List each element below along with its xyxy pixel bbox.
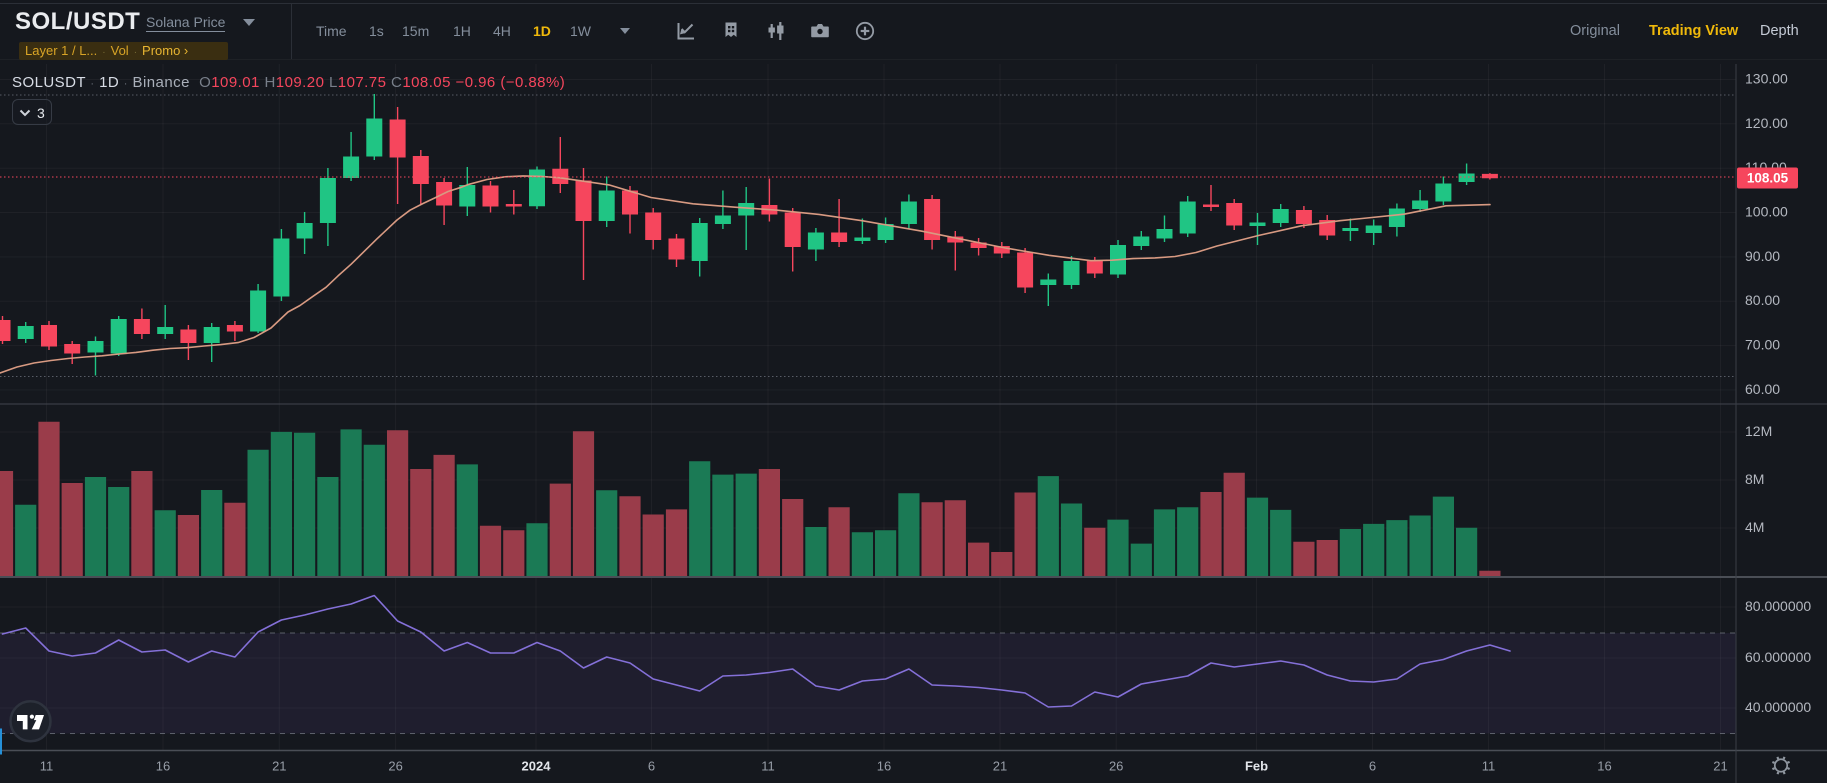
svg-text:130.00: 130.00: [1745, 71, 1788, 87]
svg-text:100.00: 100.00: [1745, 204, 1788, 220]
svg-text:11: 11: [40, 759, 54, 774]
svg-text:26: 26: [1109, 759, 1123, 774]
svg-text:70.00: 70.00: [1745, 337, 1780, 353]
svg-text:11: 11: [1482, 759, 1496, 774]
svg-text:4M: 4M: [1745, 519, 1764, 535]
svg-text:108.05: 108.05: [1747, 171, 1789, 186]
svg-text:8M: 8M: [1745, 471, 1764, 487]
svg-text:2024: 2024: [522, 759, 552, 774]
svg-text:60.000000: 60.000000: [1745, 649, 1811, 665]
svg-text:12M: 12M: [1745, 423, 1772, 439]
svg-text:16: 16: [156, 759, 170, 774]
svg-text:21: 21: [272, 759, 286, 774]
svg-text:6: 6: [1369, 759, 1376, 774]
svg-text:80.000000: 80.000000: [1745, 598, 1811, 614]
svg-text:21: 21: [1713, 759, 1727, 774]
svg-text:120.00: 120.00: [1745, 115, 1788, 131]
svg-text:11: 11: [761, 759, 775, 774]
svg-text:90.00: 90.00: [1745, 248, 1780, 264]
svg-text:60.00: 60.00: [1745, 381, 1780, 397]
svg-text:16: 16: [877, 759, 891, 774]
svg-text:40.000000: 40.000000: [1745, 699, 1811, 715]
svg-text:6: 6: [648, 759, 655, 774]
svg-text:80.00: 80.00: [1745, 292, 1780, 308]
svg-text:Feb: Feb: [1245, 759, 1268, 774]
svg-text:26: 26: [388, 759, 402, 774]
svg-text:21: 21: [993, 759, 1007, 774]
svg-text:16: 16: [1597, 759, 1611, 774]
